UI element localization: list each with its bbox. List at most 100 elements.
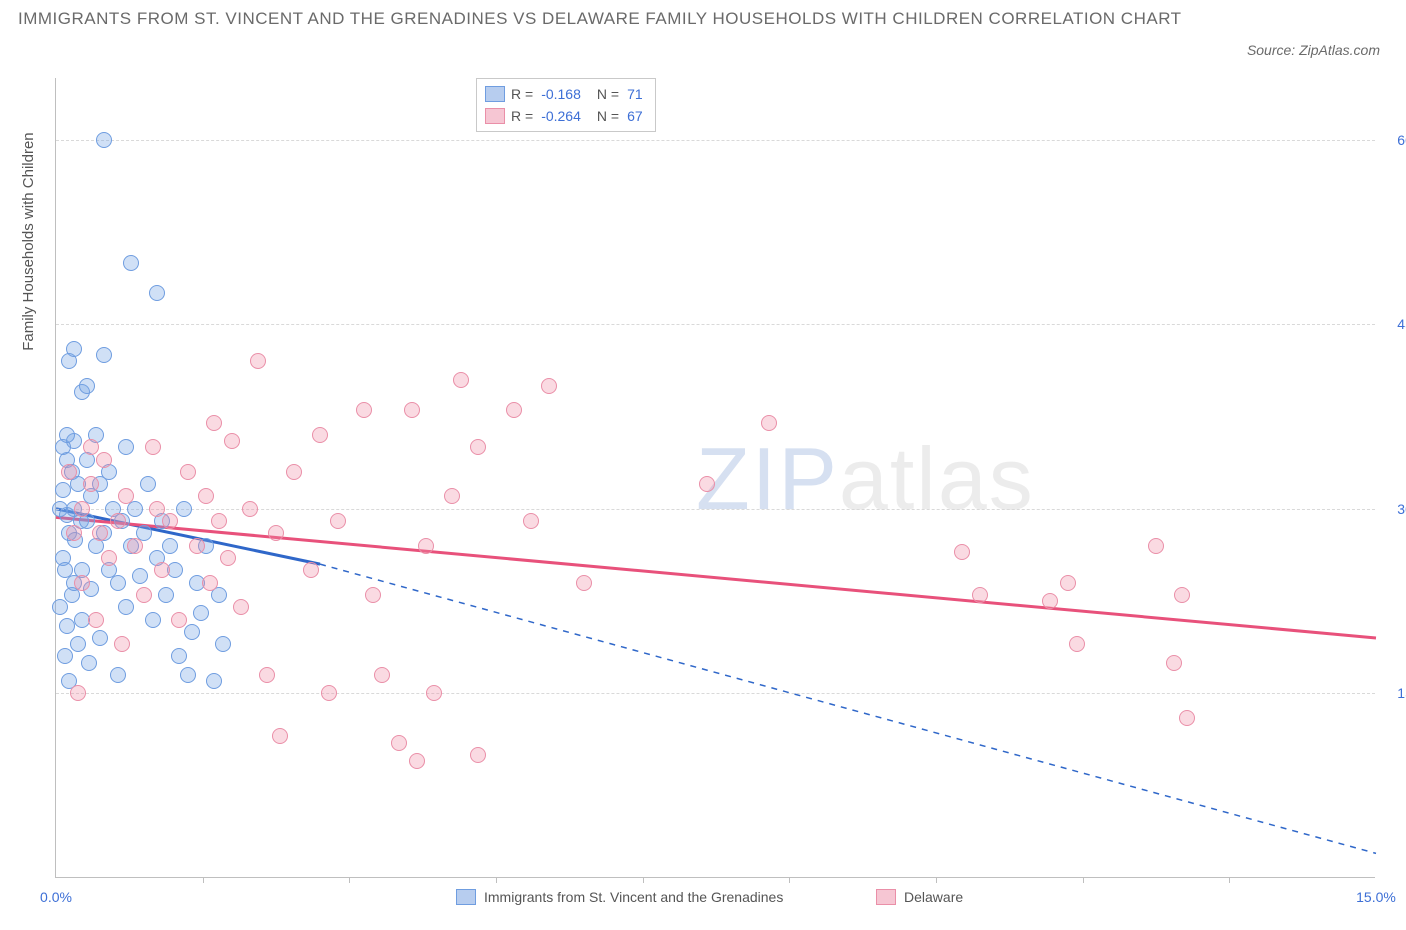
scatter-point [189, 538, 205, 554]
scatter-point [110, 513, 126, 529]
scatter-point [193, 605, 209, 621]
scatter-point [206, 673, 222, 689]
scatter-point [220, 550, 236, 566]
y-tick-label: 45.0% [1383, 316, 1406, 332]
scatter-point [444, 488, 460, 504]
source-label: Source: ZipAtlas.com [1247, 42, 1380, 58]
scatter-point [110, 575, 126, 591]
scatter-point [1069, 636, 1085, 652]
scatter-point [259, 667, 275, 683]
scatter-point [391, 735, 407, 751]
scatter-point [972, 587, 988, 603]
scatter-point [426, 685, 442, 701]
scatter-point [140, 476, 156, 492]
x-legend-swatch-1 [456, 889, 476, 905]
x-tick-mark [496, 877, 497, 883]
scatter-point [136, 587, 152, 603]
x-tick-mark [936, 877, 937, 883]
scatter-point [162, 538, 178, 554]
scatter-point [83, 476, 99, 492]
scatter-point [123, 255, 139, 271]
scatter-point [110, 667, 126, 683]
scatter-point [312, 427, 328, 443]
x-tick-label-origin: 0.0% [40, 889, 72, 905]
scatter-point [83, 439, 99, 455]
scatter-point [211, 513, 227, 529]
scatter-point [541, 378, 557, 394]
x-tick-mark [1083, 877, 1084, 883]
x-tick-mark [643, 877, 644, 883]
gridline-h [56, 693, 1375, 694]
chart-title: IMMIGRANTS FROM ST. VINCENT AND THE GREN… [18, 6, 1226, 32]
scatter-point [404, 402, 420, 418]
scatter-point [321, 685, 337, 701]
scatter-point [145, 439, 161, 455]
y-tick-label: 60.0% [1383, 132, 1406, 148]
chart-plot-area: ZIPatlas R = -0.168 N = 71 R = -0.264 N … [55, 78, 1375, 878]
scatter-point [1166, 655, 1182, 671]
y-tick-label: 15.0% [1383, 685, 1406, 701]
scatter-point [180, 667, 196, 683]
scatter-point [268, 525, 284, 541]
scatter-point [118, 488, 134, 504]
scatter-point [409, 753, 425, 769]
scatter-point [66, 525, 82, 541]
scatter-point [470, 439, 486, 455]
scatter-point [453, 372, 469, 388]
x-tick-mark [349, 877, 350, 883]
x-tick-label-end: 15.0% [1356, 889, 1396, 905]
scatter-point [272, 728, 288, 744]
scatter-point [96, 452, 112, 468]
y-axis-title: Family Households with Children [20, 132, 37, 350]
trend-line [56, 517, 1376, 638]
y-tick-label: 30.0% [1383, 501, 1406, 517]
scatter-point [233, 599, 249, 615]
scatter-point [70, 636, 86, 652]
scatter-point [92, 630, 108, 646]
scatter-point [470, 747, 486, 763]
scatter-point [61, 464, 77, 480]
scatter-point [101, 550, 117, 566]
trend-lines-layer [56, 78, 1376, 878]
scatter-point [1174, 587, 1190, 603]
scatter-point [74, 575, 90, 591]
x-legend-series-2: Delaware [876, 889, 963, 905]
scatter-point [88, 612, 104, 628]
scatter-point [286, 464, 302, 480]
scatter-point [59, 618, 75, 634]
scatter-point [154, 562, 170, 578]
scatter-point [52, 599, 68, 615]
scatter-point [330, 513, 346, 529]
scatter-point [761, 415, 777, 431]
scatter-point [118, 439, 134, 455]
scatter-point [418, 538, 434, 554]
x-legend-label-2: Delaware [904, 889, 963, 905]
scatter-point [70, 685, 86, 701]
scatter-point [215, 636, 231, 652]
scatter-point [176, 501, 192, 517]
scatter-point [1148, 538, 1164, 554]
scatter-point [198, 488, 214, 504]
x-tick-mark [203, 877, 204, 883]
scatter-point [96, 347, 112, 363]
scatter-point [162, 513, 178, 529]
scatter-point [114, 636, 130, 652]
scatter-point [303, 562, 319, 578]
scatter-point [1060, 575, 1076, 591]
scatter-point [158, 587, 174, 603]
scatter-point [149, 285, 165, 301]
scatter-point [576, 575, 592, 591]
scatter-point [55, 482, 71, 498]
scatter-point [1179, 710, 1195, 726]
gridline-h [56, 324, 1375, 325]
scatter-point [523, 513, 539, 529]
x-legend-series-1: Immigrants from St. Vincent and the Gren… [456, 889, 783, 905]
x-legend-swatch-2 [876, 889, 896, 905]
scatter-point [127, 538, 143, 554]
scatter-point [699, 476, 715, 492]
scatter-point [96, 132, 112, 148]
scatter-point [1042, 593, 1058, 609]
scatter-point [171, 612, 187, 628]
scatter-point [66, 341, 82, 357]
trend-line [320, 564, 1376, 853]
